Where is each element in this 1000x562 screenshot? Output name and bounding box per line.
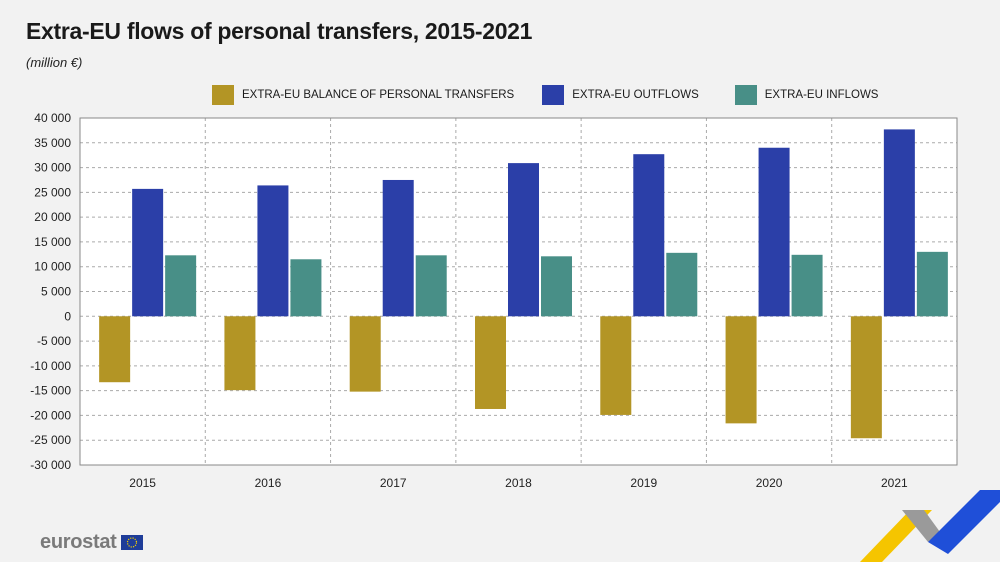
- legend-swatch-outflows: [542, 85, 565, 105]
- x-tick-label: 2018: [505, 476, 532, 490]
- x-tick-label: 2015: [129, 476, 156, 490]
- outflow-bar: [132, 188, 164, 317]
- inflow-bar: [916, 251, 948, 317]
- legend-label-balance: EXTRA-EU BALANCE OF PERSONAL TRANSFERS: [242, 89, 515, 101]
- outflow-bar: [758, 147, 790, 317]
- y-tick-label: 5 000: [41, 285, 71, 299]
- inflow-bar: [165, 255, 197, 317]
- y-tick-label: 20 000: [34, 210, 71, 224]
- legend-item-balance: EXTRA-EU BALANCE OF PERSONAL TRANSFERS: [212, 85, 514, 105]
- corner-decoration: [860, 490, 1000, 562]
- outflow-bar: [633, 154, 665, 317]
- y-tick-label: 10 000: [34, 260, 71, 274]
- legend-item-outflows: EXTRA-EU OUTFLOWS: [542, 85, 699, 105]
- x-tick-label: 2017: [380, 476, 407, 490]
- x-tick-label: 2021: [881, 476, 908, 490]
- y-tick-label: -30 000: [30, 458, 71, 472]
- y-tick-label: 35 000: [34, 136, 71, 150]
- x-tick-label: 2016: [255, 476, 282, 490]
- bar-chart: -30 000 -25 000 -20 000 -15 000 -10 000 -5 00…: [30, 111, 958, 490]
- inflow-bar: [541, 256, 572, 317]
- outflow-bar: [382, 179, 414, 317]
- y-tick-label: 15 000: [34, 235, 71, 249]
- y-tick-label: 25 000: [34, 185, 71, 199]
- y-tick-label: -15 000: [30, 384, 71, 398]
- legend-label-inflows: EXTRA-EU INFLOWS: [764, 89, 879, 101]
- chart-title: Extra-EU flows of personal transfers, 20…: [26, 18, 533, 44]
- outflow-bar: [508, 163, 539, 317]
- x-tick-label: 2020: [756, 476, 783, 490]
- legend-swatch-inflows: [734, 85, 757, 105]
- chart-subtitle: (million €): [26, 55, 83, 70]
- inflow-bar: [791, 254, 823, 317]
- inflow-bar: [666, 252, 698, 317]
- outflow-bar: [257, 185, 289, 317]
- eu-flag-icon: [120, 535, 143, 550]
- balance-bar: [99, 316, 131, 383]
- y-tick-label: 0: [64, 309, 71, 323]
- outflow-bar: [883, 129, 915, 317]
- inflow-bar: [415, 255, 447, 317]
- chart-legend: EXTRA-EU BALANCE OF PERSONAL TRANSFERS E…: [212, 84, 900, 106]
- y-tick-label: -25 000: [30, 433, 71, 447]
- x-tick-label: 2019: [630, 476, 657, 490]
- legend-item-inflows: EXTRA-EU INFLOWS: [734, 85, 879, 105]
- balance-bar: [224, 316, 256, 391]
- legend-swatch-balance: [212, 85, 234, 105]
- balance-bar: [850, 316, 882, 439]
- inflow-bar: [290, 259, 322, 317]
- balance-bar: [349, 316, 381, 392]
- logo-text: eurostat: [40, 531, 117, 553]
- y-tick-label: 30 000: [34, 161, 71, 175]
- y-tick-label: 40 000: [34, 111, 71, 125]
- legend-label-outflows: EXTRA-EU OUTFLOWS: [572, 89, 699, 101]
- balance-bar: [600, 316, 632, 415]
- plot-border: [79, 117, 958, 466]
- balance-bar: [475, 316, 506, 409]
- balance-bar: [725, 316, 757, 424]
- y-tick-label: -10 000: [30, 359, 71, 373]
- y-tick-label: -20 000: [30, 408, 71, 422]
- y-tick-label: -5 000: [37, 334, 71, 348]
- eurostat-logo: eurostat: [40, 531, 143, 554]
